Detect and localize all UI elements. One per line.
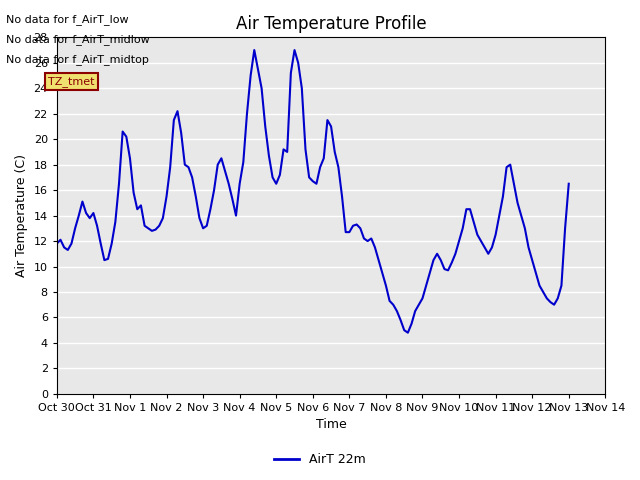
Legend: AirT 22m: AirT 22m — [269, 448, 371, 471]
X-axis label: Time: Time — [316, 419, 346, 432]
Y-axis label: Air Temperature (C): Air Temperature (C) — [15, 154, 28, 277]
Text: No data for f_AirT_midtop: No data for f_AirT_midtop — [6, 54, 149, 65]
Text: No data for f_AirT_low: No data for f_AirT_low — [6, 13, 129, 24]
Text: TZ_tmet: TZ_tmet — [48, 76, 95, 87]
Text: No data for f_AirT_midlow: No data for f_AirT_midlow — [6, 34, 150, 45]
Title: Air Temperature Profile: Air Temperature Profile — [236, 15, 426, 33]
